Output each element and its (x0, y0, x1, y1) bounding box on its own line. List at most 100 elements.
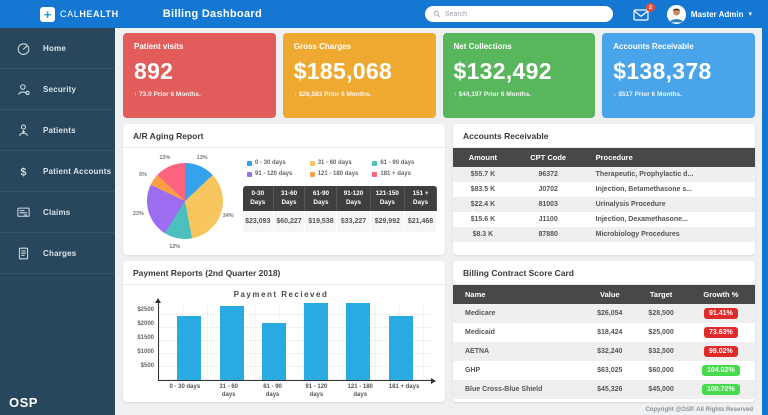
sidebar-item-security[interactable]: Security (0, 69, 115, 110)
stat-card-value: $185,068 (293, 58, 393, 84)
ar-column-header: Amount (453, 148, 513, 167)
stat-card-accounts-receivable: Accounts Receivable $138,378 ↓ $517 Prio… (602, 33, 755, 118)
trend-text: 73.0 Prior 6 Months. (139, 91, 201, 98)
notifications-button[interactable]: 2 (633, 3, 655, 21)
mail-icon (633, 9, 649, 21)
amount-cell: $83.5 K (470, 186, 496, 193)
bar (219, 306, 244, 380)
pie-slice-label: 13% (159, 154, 171, 161)
score-card-panel: Billing Contract Score Card Name Value Tar… (453, 261, 755, 402)
x-axis-tick-label: 181 + days (388, 384, 420, 390)
table-row: $15.6 K J1100 Injection, Dexamethasone... (453, 212, 755, 227)
page-title: Billing Dashboard (162, 8, 262, 20)
stat-card-gross-charges: Gross Charges $185,068 ↑ $26,583 Prior 6… (282, 33, 436, 118)
stat-card-trend: ↓ $517 Prior 6 Months. (613, 91, 744, 98)
y-axis-arrow (154, 298, 161, 303)
payer-name-cell: Blue Cross-Blue Shield (453, 380, 585, 399)
table-row: GHP $63,025 $60,000 104.02% (453, 361, 755, 380)
growth-badge: 73.63% (703, 327, 738, 338)
stat-card-trend: ↑ $26,583 Prior 6 Months. (294, 91, 425, 98)
procedure-cell: Microbiology Procedures (583, 227, 755, 242)
growth-badge: 99.02% (703, 346, 738, 357)
legend-label: 121 - 180 days (317, 171, 359, 177)
cpt-code-cell: 81003 (512, 197, 584, 212)
legend-color-dot (247, 160, 252, 166)
payer-name-cell: Medicaid (465, 329, 495, 336)
growth-cell: 100.72% (686, 380, 755, 399)
search-icon (433, 10, 441, 18)
search-input[interactable] (444, 10, 605, 18)
table-row: $55.7 K 96372 Therapeutic, Prophylactic d.… (453, 167, 755, 182)
sidebar-item-label: Claims (43, 207, 71, 217)
accounts-receivable-panel: Accounts Receivable Amount CPT Code Proced… (453, 124, 755, 255)
trend-arrow-icon: ↑ (453, 91, 457, 98)
legend-item: 0 - 30 days (247, 160, 310, 166)
brand-name: CALHEALTH (60, 9, 119, 19)
x-axis-tick-label: 121 - 180 days (347, 384, 373, 398)
growth-cell: 91.41% (686, 304, 755, 323)
search-bar[interactable] (424, 6, 613, 22)
table-row: Blue Cross-Blue Shield $45,326 $45,000 1… (453, 380, 755, 399)
aging-column-header: 151 + Days (404, 186, 437, 211)
pie-slice-label: 34% (222, 212, 234, 219)
aging-value-cell: $23,093 (243, 211, 274, 232)
aging-value-cell: $19,538 (304, 211, 338, 232)
sidebar-item-claims[interactable]: Claims (0, 192, 115, 233)
cpt-code-cell: 96372 (512, 167, 584, 182)
payment-reports-panel: Payment Reports (2nd Quarter 2018) Payme… (123, 261, 445, 402)
stat-card-label: Accounts Receivable (613, 42, 694, 51)
legend-label: 0 - 30 days (255, 160, 286, 166)
y-axis-labels: $2500 $2000 $1500 $1000 $500 (131, 303, 158, 381)
ar-aging-pie-chart: 13% 34% 12% 23% 5% 13% (123, 148, 243, 255)
score-column-header: Target (635, 285, 687, 304)
cpt-code-cell: J0702 (538, 186, 558, 193)
aging-value-cell: $21,468 (404, 211, 437, 232)
value-cell: $32,240 (584, 342, 636, 361)
y-axis-tick-label: $2500 (137, 306, 154, 313)
aging-table: 0-30 Days 31-60 Days 61-90 Days 91-120 Days… (243, 186, 437, 232)
chevron-down-icon: ▾ (748, 11, 752, 18)
app-logo[interactable]: + CALHEALTH (40, 6, 119, 22)
pie-legend: 0 - 30 days 31 - 60 days 61 - 90 days 91 - … (243, 160, 437, 177)
charges-icon (15, 245, 32, 262)
legend-label: 61 - 90 days (380, 160, 415, 166)
stat-card-value: $132,492 (453, 58, 552, 84)
stat-cards-row: Patient visits 892 ↑ 73.0 Prior 6 Months… (123, 33, 755, 118)
sidebar-item-label: Patient Accounts (43, 166, 112, 176)
score-column-header: Growth % (686, 285, 755, 304)
trend-arrow-icon: ↑ (293, 91, 297, 98)
user-menu[interactable]: Master Admin ▾ (666, 4, 752, 24)
sidebar-item-patient-accounts[interactable]: $ Patient Accounts (0, 151, 115, 192)
sidebar-item-home[interactable]: Home (0, 28, 115, 69)
copyright-text: Copyright @OSP. All Rights Reserved (645, 406, 753, 413)
legend-item: 61 - 90 days (372, 160, 435, 166)
stat-card-patient-visits: Patient visits 892 ↑ 73.0 Prior 6 Months… (123, 33, 276, 118)
score-card-title: Billing Contract Score Card (453, 261, 755, 285)
sidebar-item-charges[interactable]: Charges (0, 233, 115, 274)
bar (177, 316, 202, 380)
table-row: Medicare $26,054 $28,500 91.41% (453, 304, 755, 323)
legend-color-dot (309, 160, 315, 166)
sidebar-items: Home Security Patients $ Patient Accounts… (0, 28, 115, 274)
y-axis-tick-label: $500 (140, 363, 154, 370)
stat-card-value: 892 (134, 58, 174, 84)
calhealth-cross-icon: + (40, 6, 55, 22)
score-column-header: Name (453, 285, 585, 304)
ar-column-header: Procedure (583, 148, 755, 167)
right-edge-strip (762, 0, 768, 415)
procedure-cell: Injection, Dexamethasone... (595, 216, 688, 223)
aging-value-cell: $60,227 (273, 211, 306, 232)
legend-item: 31 - 60 days (309, 160, 373, 166)
sidebar-item-patients[interactable]: Patients (0, 110, 115, 151)
stat-card-label: Gross Charges (293, 42, 352, 51)
x-axis-tick-label: 91 - 120 days (305, 384, 328, 398)
stat-card-net-collections: Net Collections $132,492 ↑ $44,197 Prior… (442, 33, 596, 118)
pie-slice-label: 5% (139, 171, 148, 178)
claims-icon (15, 204, 32, 221)
legend-label: 181 + days (380, 171, 411, 177)
x-axis-labels: 0 - 30 days 31 - 60 days 61 - 90 days 91 - … (158, 381, 431, 400)
plot-area (154, 298, 436, 384)
stat-card-trend: ↑ $44,197 Prior 6 Months. (454, 91, 585, 98)
pie-chart (147, 163, 223, 239)
stat-card-value: $138,378 (613, 58, 712, 84)
